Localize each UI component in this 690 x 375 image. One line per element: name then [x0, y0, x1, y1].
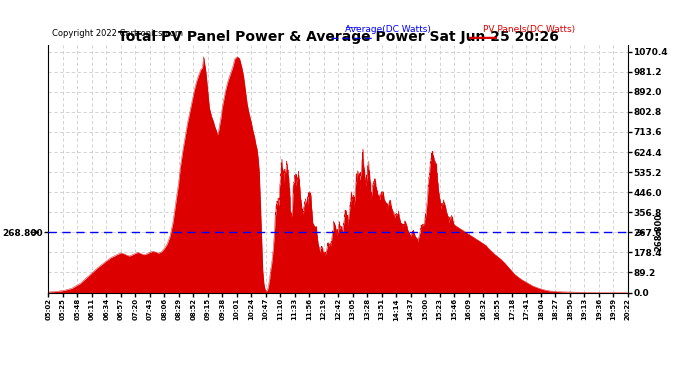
Text: Average(DC Watts): Average(DC Watts) — [345, 25, 431, 34]
Text: ───: ─── — [345, 25, 360, 31]
Text: 268.800: 268.800 — [654, 213, 663, 251]
Text: Copyright 2022 Cartronics.com: Copyright 2022 Cartronics.com — [52, 28, 183, 38]
Title: Total PV Panel Power & Average Power Sat Jun 25 20:26: Total PV Panel Power & Average Power Sat… — [118, 30, 558, 44]
Text: PV Panels(DC Watts): PV Panels(DC Watts) — [483, 25, 575, 34]
